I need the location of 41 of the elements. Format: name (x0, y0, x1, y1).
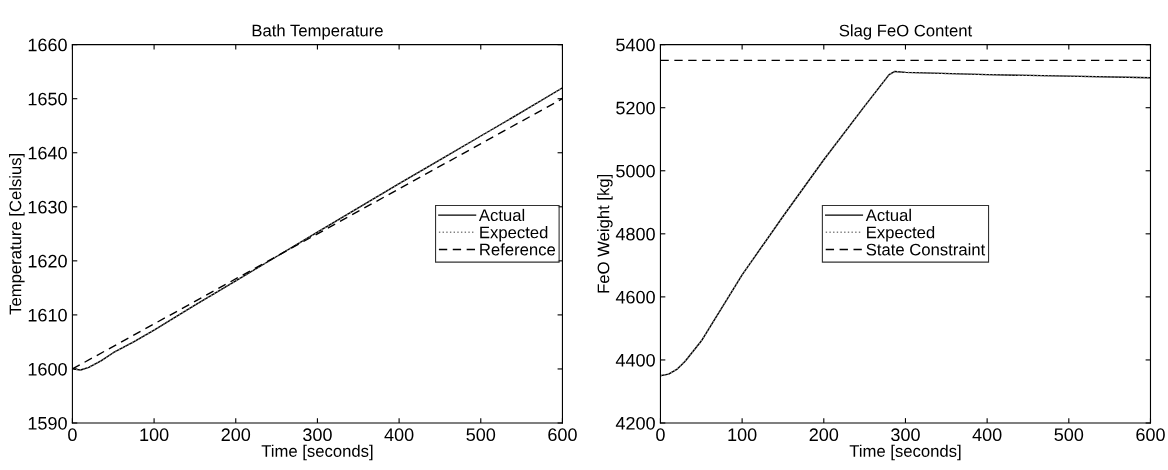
x-tick-label: 200 (221, 428, 251, 442)
x-tick-label: 400 (384, 428, 414, 442)
legend-label: Actual (865, 208, 911, 222)
y-tick-label: 5000 (616, 164, 655, 178)
y-axis-title: Temperature [Celsius] (9, 153, 25, 315)
x-tick-label: 500 (1054, 428, 1084, 442)
y-tick-label: 1590 (28, 416, 67, 430)
y-tick-label: 5400 (616, 38, 655, 52)
x-tick-label: 100 (728, 428, 757, 442)
x-axis-title: Time [seconds] (849, 444, 961, 461)
y-tick-label: 1620 (28, 254, 67, 268)
x-tick-label: 0 (68, 428, 77, 442)
y-tick-label: 1640 (28, 146, 67, 160)
y-tick-label: 1660 (28, 38, 67, 52)
chart-title: Slag FeO Content (839, 24, 973, 40)
chart-title: Bath Temperature (252, 24, 383, 40)
y-tick-label: 4600 (615, 290, 655, 304)
legend-label: Reference (480, 243, 556, 256)
y-tick-label: 1630 (28, 200, 67, 214)
legend-label: Expected (480, 226, 548, 242)
y-axis-title: FeO Weight [kg] (597, 174, 613, 293)
x-tick-label: 500 (466, 428, 496, 442)
y-tick-label: 1600 (28, 362, 67, 376)
legend-label: Expected (867, 226, 935, 242)
legend-label: Actual (478, 208, 525, 222)
y-tick-label: 4400 (615, 353, 655, 367)
y-tick-label: 1650 (28, 92, 67, 106)
y-tick-label: 5200 (616, 101, 655, 115)
y-tick-label: 4200 (615, 416, 655, 430)
y-tick-label: 1610 (28, 308, 67, 322)
x-tick-label: 0 (656, 428, 665, 442)
legend-label: State Constraint (866, 243, 986, 256)
x-tick-label: 600 (548, 428, 577, 442)
x-tick-label: 200 (809, 428, 839, 442)
x-axis-title: Time [seconds] (261, 444, 373, 461)
x-tick-label: 400 (972, 428, 1002, 442)
x-tick-label: 300 (303, 428, 332, 442)
x-tick-label: 600 (1136, 428, 1165, 442)
y-tick-label: 4800 (615, 227, 655, 241)
x-tick-label: 300 (891, 428, 920, 442)
x-tick-label: 100 (140, 428, 169, 442)
